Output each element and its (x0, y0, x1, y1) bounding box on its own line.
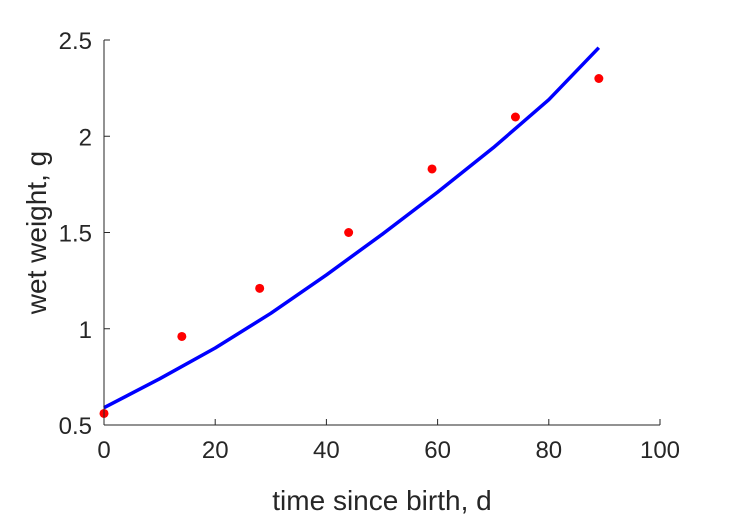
y-tick-label: 0.5 (59, 413, 92, 440)
x-tick-label: 0 (97, 437, 110, 464)
y-axis-label: wet weight, g (21, 151, 52, 315)
data-point (177, 331, 187, 341)
y-tick-label: 1 (79, 317, 92, 344)
x-ticks: 0 20 40 60 80 100 (97, 419, 680, 464)
x-tick-label: 40 (313, 437, 340, 464)
data-point (594, 74, 604, 83)
x-tick-label: 80 (535, 437, 562, 464)
y-tick-label: 2.5 (59, 28, 92, 55)
data-point (344, 228, 354, 237)
data-point (427, 164, 437, 174)
x-tick-label: 60 (424, 437, 451, 464)
data-point (255, 283, 265, 293)
x-tick-label: 100 (640, 437, 680, 464)
y-tick-label: 2 (79, 124, 92, 151)
y-tick-label: 1.5 (59, 221, 92, 248)
fit-curve (103, 46, 601, 410)
y-ticks: 0.5 1 1.5 2 2.5 (59, 28, 110, 440)
scatter-series-layer (99, 74, 604, 418)
x-axis-label: time since birth, d (272, 485, 491, 516)
data-point (510, 112, 520, 122)
line-series-layer (103, 46, 601, 410)
x-tick-label: 20 (202, 437, 229, 464)
